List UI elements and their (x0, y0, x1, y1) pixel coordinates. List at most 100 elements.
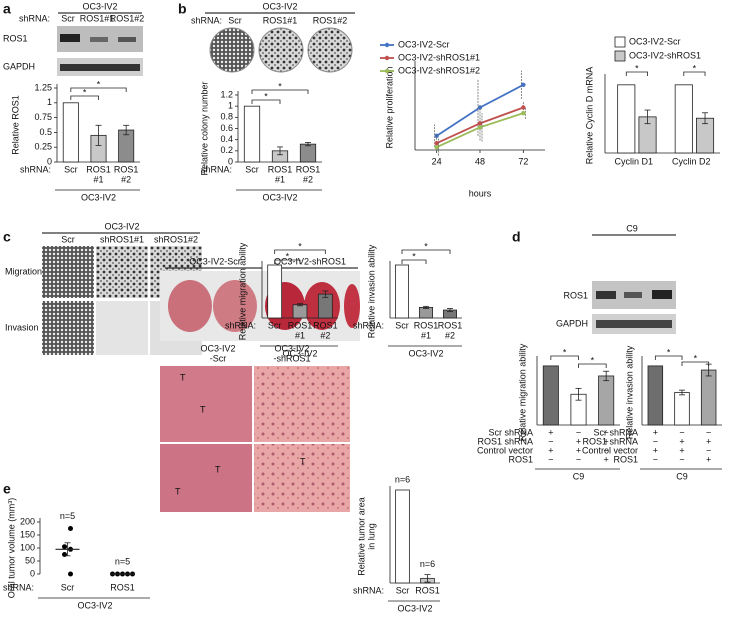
condition-sign: − (604, 445, 609, 455)
blot-band (60, 34, 80, 42)
histology-image (254, 366, 350, 442)
y-tick-label: 1 (228, 101, 233, 111)
x-tick-label: #2 (320, 330, 330, 340)
bar (674, 84, 693, 154)
micrograph (96, 246, 148, 298)
condition-label: Scr shRNA (593, 427, 638, 437)
row-label: Migration (5, 266, 42, 276)
micrograph (42, 301, 94, 355)
tissue-label: T (200, 404, 206, 414)
panel-letter: c (3, 229, 11, 245)
histology-image (160, 366, 252, 442)
group-header: OC3-IV2-Scr (189, 256, 241, 266)
significance-label: * (286, 251, 290, 261)
significance-label: * (278, 81, 282, 91)
group-label: OC3-IV2 (81, 192, 116, 202)
x-tick-label: Scr (268, 320, 282, 330)
legend-swatch (614, 36, 626, 48)
lung (213, 280, 257, 332)
y-axis-label: Relative tumor area (356, 497, 366, 576)
x-tick-label: Scr (396, 585, 410, 595)
lane-label: Scr (61, 13, 75, 23)
bar (394, 264, 409, 319)
group-label: OC3-IV2 (262, 192, 297, 202)
condition-sign: + (548, 445, 553, 455)
legend-label: OC3-IV2-shROS1 (629, 50, 701, 60)
point (521, 110, 526, 116)
condition-sign: − (548, 454, 553, 464)
point (477, 105, 483, 110)
y-tick-label: 1.25 (34, 82, 52, 92)
x-tick-label: #2 (121, 174, 131, 184)
condition-label: ROS1 shRNA (477, 436, 533, 446)
x-tick-label: Scr (245, 164, 259, 174)
x-tick-label: 24 (432, 156, 442, 166)
y-tick-label: 0 (228, 156, 233, 166)
y-tick-label: 150 (20, 529, 35, 539)
y-tick-label: 0.75 (34, 112, 52, 122)
condition-label: Control vector (582, 445, 638, 455)
y-axis-label: Relative ROS1 (10, 95, 20, 155)
x-label-prefix: shRNA: (3, 582, 34, 592)
lane-prefix: shRNA: (191, 15, 222, 25)
colony-dish (209, 27, 255, 73)
blot-band (596, 320, 672, 328)
lane-label: Scr (228, 15, 242, 25)
x-tick-label: Cyclin D1 (614, 156, 653, 166)
condition-sign: − (706, 427, 711, 437)
significance-label: * (694, 353, 698, 363)
significance-label: * (424, 241, 428, 251)
histology-label: -shROS1 (273, 353, 310, 363)
blot-row-label: GAPDH (3, 61, 35, 71)
y-axis-label: Relative invasion ability (366, 244, 376, 338)
colony-dish (307, 27, 353, 73)
histology-label: -Scr (210, 353, 227, 363)
y-axis-label: Relative colony number (199, 81, 209, 175)
y-tick-label: 0.6 (220, 123, 233, 133)
condition-sign: + (576, 436, 581, 446)
blot-row-label: ROS1 (563, 290, 588, 300)
tissue-label: T (215, 464, 221, 474)
y-axis-label: Relative proliferation (384, 66, 394, 148)
significance-label: * (563, 347, 567, 357)
bar (617, 84, 636, 154)
y-tick-label: 0.25 (34, 142, 52, 152)
point (68, 571, 73, 577)
blot-header: OC3-IV2 (82, 1, 117, 11)
y-tick-label: 0.4 (220, 134, 233, 144)
y-tick-label: 100 (20, 542, 35, 552)
significance-bracket (625, 71, 648, 76)
histology-label: OC3-IV2 (200, 343, 235, 353)
significance-bracket (683, 71, 706, 76)
histology-image (160, 444, 252, 512)
point (521, 82, 526, 88)
significance-label: * (693, 63, 697, 73)
y-tick-label: 200 (20, 516, 35, 526)
blot-band (596, 291, 616, 299)
blot-band (60, 64, 140, 71)
condition-sign: − (679, 454, 684, 464)
condition-sign: + (679, 436, 684, 446)
x-tick-label: #2 (445, 330, 455, 340)
significance-bracket (70, 87, 127, 92)
significance-bracket (578, 363, 607, 368)
bar (674, 392, 690, 426)
x-label-prefix: shRNA: (201, 164, 232, 174)
significance-label: * (83, 87, 87, 97)
x-tick-label: Cyclin D2 (672, 156, 711, 166)
group-label: OC3-IV2 (77, 600, 112, 610)
bar (299, 143, 317, 163)
significance-bracket (401, 259, 427, 264)
group-label: C9 (676, 471, 688, 481)
bar (62, 102, 79, 163)
significance-label: * (97, 79, 101, 89)
colony-dish (258, 27, 304, 73)
histology-image (254, 444, 350, 512)
bar (647, 365, 664, 426)
point (434, 141, 439, 146)
x-tick-label: Scr (395, 320, 409, 330)
image-header: OC3-IV2 (104, 221, 139, 231)
legend-marker (384, 68, 390, 74)
count-label: n=5 (115, 556, 130, 566)
